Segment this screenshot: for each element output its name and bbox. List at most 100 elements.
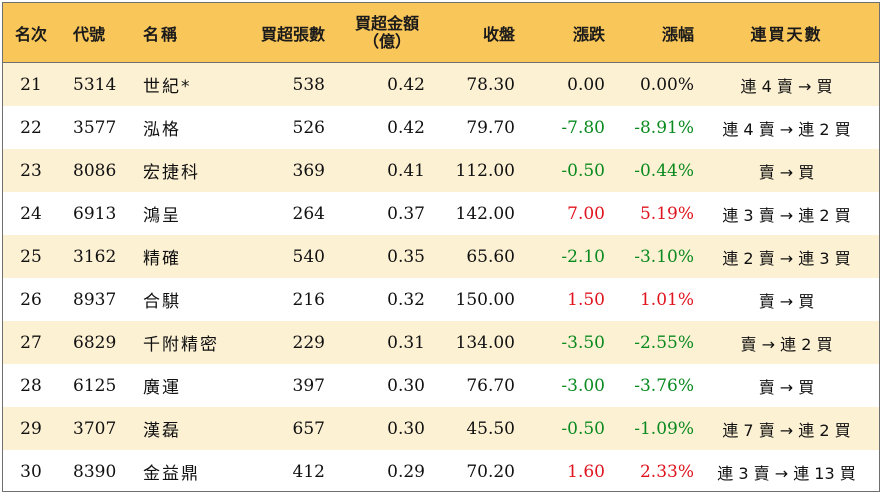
cell-pct: -3.76% [634,375,694,396]
table-row[interactable]: 23 8086 宏捷科 369 0.41 112.00 -0.50 -0.44% 賣 → 買 [3,149,879,192]
cell-close: 78.30 [466,74,515,95]
header-amount-line1: 買超金額 [354,13,419,33]
cell-code: 3162 [73,246,117,267]
cell-days: 連 4 賣 → 連 2 買 [722,119,851,139]
table-row[interactable]: 28 6125 廣運 397 0.30 76.70 -3.00 -3.76% 賣 → 買 [3,364,879,407]
header-code: 代號 [73,24,106,44]
cell-change: -3.50 [561,332,605,353]
table-row[interactable]: 30 8390 金益鼎 412 0.29 70.20 1.60 2.33% 連 3 賣 → 連 … [3,450,879,491]
cell-volume: 657 [292,418,325,439]
cell-change: -0.50 [561,418,605,439]
cell-rank: 22 [20,117,42,138]
cell-pct: -1.09% [634,418,694,439]
cell-name: 千附精密 [143,335,219,355]
cell-code: 6125 [73,375,117,396]
cell-code: 3577 [73,117,117,138]
cell-rank: 25 [20,246,42,267]
cell-pct: -2.55% [634,332,694,353]
cell-days: 賣 → 買 [758,162,815,182]
header-volume: 買超張數 [260,24,325,44]
cell-change: 0.00 [567,74,605,95]
cell-change: -3.00 [561,375,605,396]
cell-close: 70.20 [466,461,515,482]
table-row[interactable]: 26 8937 合騏 216 0.32 150.00 1.50 1.01% 賣 → 買 [3,278,879,321]
cell-days: 賣 → 買 [758,291,815,311]
cell-change: 7.00 [567,203,605,224]
cell-name: 宏捷科 [143,163,200,183]
header-pct: 漲幅 [661,24,694,44]
cell-rank: 27 [20,332,42,353]
cell-amount: 0.35 [387,246,425,267]
cell-pct: 1.01% [639,289,694,310]
header-name: 名稱 [143,24,180,44]
table-row[interactable]: 27 6829 千附精密 229 0.31 134.00 -3.50 -2.55% 賣 → 連 … [3,321,879,364]
cell-code: 3707 [73,418,117,439]
cell-name: 廣運 [143,378,181,398]
cell-volume: 369 [292,160,325,181]
cell-rank: 29 [20,418,42,439]
cell-volume: 540 [292,246,325,267]
cell-name: 金益鼎 [143,464,200,484]
table-row[interactable]: 25 3162 精確 540 0.35 65.60 -2.10 -3.10% 連 2 賣 → 連… [3,235,879,278]
cell-close: 150.00 [455,289,515,310]
cell-days: 連 2 賣 → 連 3 買 [722,248,851,268]
header-close: 收盤 [482,24,515,44]
cell-rank: 28 [20,375,42,396]
cell-amount: 0.30 [387,418,425,439]
cell-amount: 0.32 [387,289,425,310]
cell-name: 泓格 [143,120,181,140]
cell-name: 世紀* [143,77,192,97]
cell-close: 79.70 [466,117,515,138]
cell-volume: 264 [292,203,325,224]
cell-volume: 412 [292,461,325,482]
cell-name: 鴻呈 [143,206,181,226]
cell-name: 合騏 [143,292,181,312]
table-row[interactable]: 29 3707 漢磊 657 0.30 45.50 -0.50 -1.09% 連 7 賣 → 連… [3,407,879,450]
cell-rank: 26 [20,289,42,310]
table-header: 名次 代號 名稱 買超張數 買超金額 （億） 收盤 漲跌 漲幅 連買天數 [3,3,879,63]
cell-days: 連 7 賣 → 連 2 買 [722,420,851,440]
table-row[interactable]: 21 5314 世紀* 538 0.42 78.30 0.00 0.00% 連 4 賣 → 買 [3,63,879,106]
cell-pct: 0.00% [639,74,694,95]
cell-change: 1.60 [567,461,605,482]
cell-pct: -3.10% [634,246,694,267]
cell-rank: 24 [20,203,42,224]
cell-volume: 229 [292,332,325,353]
header-days: 連買天數 [750,24,823,44]
cell-volume: 216 [292,289,325,310]
table-row[interactable]: 24 6913 鴻呈 264 0.37 142.00 7.00 5.19% 連 3 賣 → 連 … [3,192,879,235]
cell-days: 連 3 賣 → 連 2 買 [722,205,851,225]
cell-amount: 0.37 [387,203,425,224]
cell-name: 精確 [143,249,181,269]
cell-amount: 0.30 [387,375,425,396]
cell-change: -0.50 [561,160,605,181]
cell-code: 8086 [73,160,117,181]
cell-days: 賣 → 買 [758,377,815,397]
cell-code: 6913 [73,203,117,224]
cell-code: 6829 [73,332,117,353]
cell-days: 連 3 賣 → 連 13 買 [717,463,856,483]
cell-code: 5314 [73,74,117,95]
cell-pct: -0.44% [634,160,694,181]
cell-change: 1.50 [567,289,605,310]
cell-pct: 5.19% [639,203,694,224]
header-amount-line2: （億） [362,31,411,51]
cell-amount: 0.42 [387,117,425,138]
cell-rank: 21 [20,74,42,95]
cell-close: 76.70 [466,375,515,396]
cell-pct: 2.33% [639,461,694,482]
cell-amount: 0.41 [387,160,425,181]
cell-change: -2.10 [561,246,605,267]
header-change: 漲跌 [572,24,605,44]
cell-close: 45.50 [466,418,515,439]
cell-amount: 0.42 [387,74,425,95]
cell-rank: 30 [20,461,42,482]
cell-change: -7.80 [561,117,605,138]
cell-close: 65.60 [466,246,515,267]
cell-volume: 538 [292,74,325,95]
header-amount: 買超金額 （億） [325,13,425,51]
cell-code: 8937 [73,289,117,310]
table-row[interactable]: 22 3577 泓格 526 0.42 79.70 -7.80 -8.91% 連 4 賣 → 連… [3,106,879,149]
